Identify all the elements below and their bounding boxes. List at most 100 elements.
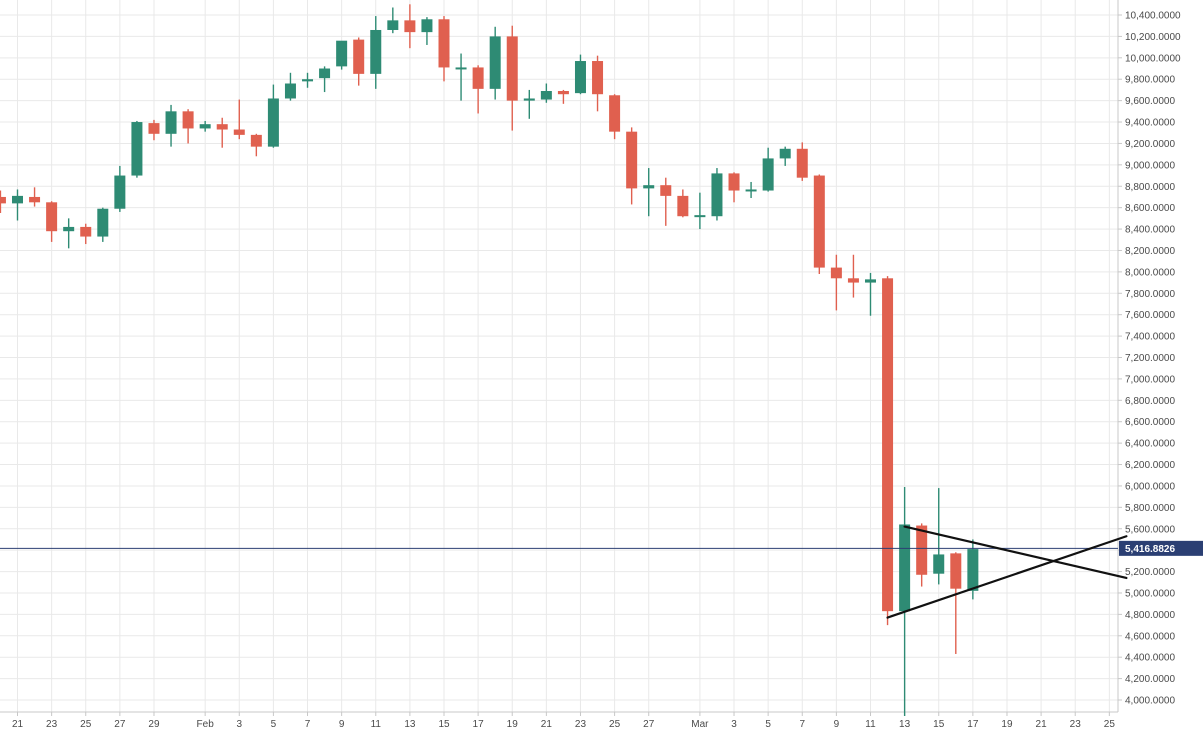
y-tick-label: 8,000.0000 bbox=[1125, 267, 1175, 278]
candle-body bbox=[779, 148, 791, 159]
x-tick-label: 3 bbox=[731, 719, 737, 730]
x-tick-label: 5 bbox=[765, 719, 771, 730]
x-tick-label: 23 bbox=[1070, 719, 1082, 730]
y-tick-label: 8,200.0000 bbox=[1125, 246, 1175, 257]
candle-body bbox=[950, 553, 962, 589]
candle bbox=[29, 187, 41, 207]
x-tick-label: 19 bbox=[507, 719, 519, 730]
candle bbox=[745, 181, 757, 199]
candle bbox=[0, 190, 6, 214]
chart-grid bbox=[0, 0, 1118, 712]
x-axis: 21 23 25 27 29 Feb 3 5 7 9 11 13 15 17 19 21 23 25 27 Mar 3 5… bbox=[0, 711, 1118, 730]
candle-body bbox=[557, 90, 569, 95]
candle-body bbox=[830, 267, 842, 279]
candle-body bbox=[933, 554, 945, 574]
x-tick-label: 11 bbox=[371, 719, 382, 730]
candle bbox=[813, 174, 825, 275]
candle bbox=[711, 168, 723, 221]
candle bbox=[97, 207, 109, 242]
y-tick-label: 4,800.0000 bbox=[1125, 610, 1175, 621]
candle bbox=[643, 168, 655, 217]
candle-body bbox=[216, 124, 228, 130]
x-tick-label: Feb bbox=[197, 719, 215, 730]
candle bbox=[182, 109, 194, 144]
candle bbox=[284, 72, 296, 101]
candle-body bbox=[523, 98, 535, 101]
candle bbox=[916, 523, 928, 587]
candle-body bbox=[250, 134, 262, 147]
candle bbox=[847, 254, 859, 298]
candle bbox=[438, 16, 450, 82]
candle bbox=[489, 26, 501, 100]
y-tick-label: 8,400.0000 bbox=[1125, 225, 1175, 236]
candle bbox=[421, 17, 433, 45]
candle bbox=[694, 192, 706, 230]
candle bbox=[779, 146, 791, 166]
x-tick-label: 21 bbox=[12, 719, 24, 730]
x-tick-label: 7 bbox=[305, 719, 311, 730]
y-tick-label: 10,000.0000 bbox=[1125, 53, 1181, 64]
candle bbox=[165, 104, 177, 147]
candle-body bbox=[711, 173, 723, 217]
x-tick-label: 17 bbox=[473, 719, 485, 730]
x-tick-label: 9 bbox=[834, 719, 840, 730]
candle bbox=[353, 37, 365, 86]
candle bbox=[523, 89, 535, 119]
trendline bbox=[903, 525, 1128, 580]
candle-body bbox=[813, 175, 825, 268]
candle-body bbox=[404, 20, 416, 33]
candle-body bbox=[319, 68, 331, 79]
candle-body bbox=[0, 196, 6, 204]
candle-body bbox=[114, 175, 126, 209]
candle bbox=[574, 54, 586, 95]
candle-body bbox=[302, 79, 314, 82]
candle-body bbox=[46, 202, 58, 232]
y-tick-label: 7,400.0000 bbox=[1125, 332, 1175, 343]
x-tick-label: 9 bbox=[339, 719, 345, 730]
y-tick-label: 5,800.0000 bbox=[1125, 503, 1175, 514]
candle bbox=[131, 120, 143, 178]
candle-body bbox=[489, 36, 501, 89]
x-tick-label: 13 bbox=[404, 719, 416, 730]
candle bbox=[950, 552, 962, 654]
candle bbox=[540, 83, 552, 103]
candle-body bbox=[182, 111, 194, 129]
y-tick-label: 4,000.0000 bbox=[1125, 696, 1175, 707]
y-tick-label: 5,600.0000 bbox=[1125, 524, 1175, 535]
candle-body bbox=[762, 158, 774, 191]
candle-body bbox=[29, 196, 41, 203]
x-tick-label: 23 bbox=[575, 719, 587, 730]
candle bbox=[199, 120, 211, 132]
candle-body bbox=[472, 67, 484, 89]
candle bbox=[216, 117, 228, 148]
candle-body bbox=[506, 36, 518, 101]
candle-body bbox=[865, 279, 876, 283]
candle bbox=[592, 55, 604, 112]
y-tick-label: 9,400.0000 bbox=[1125, 118, 1175, 129]
candle-body bbox=[165, 111, 177, 134]
candle-body bbox=[728, 173, 740, 191]
candle-body bbox=[63, 226, 75, 232]
candle bbox=[12, 189, 23, 221]
candle-body bbox=[847, 278, 859, 283]
candle bbox=[250, 133, 262, 157]
candle-body bbox=[626, 131, 638, 189]
candle bbox=[455, 53, 467, 101]
y-tick-label: 8,600.0000 bbox=[1125, 203, 1175, 214]
y-tick-label: 10,200.0000 bbox=[1125, 32, 1181, 43]
candle-body bbox=[148, 123, 160, 134]
candle bbox=[302, 72, 314, 88]
candles-layer bbox=[0, 4, 979, 717]
x-tick-label: 13 bbox=[899, 719, 911, 730]
y-tick-label: 9,000.0000 bbox=[1125, 160, 1175, 171]
candle bbox=[80, 223, 92, 245]
candle-body bbox=[609, 95, 621, 132]
candle bbox=[387, 7, 399, 34]
candle-body bbox=[916, 525, 928, 575]
x-tick-label: 27 bbox=[114, 719, 126, 730]
candle-body bbox=[455, 67, 467, 70]
candle bbox=[506, 25, 518, 131]
x-tick-label: 15 bbox=[438, 719, 450, 730]
candle-body bbox=[574, 61, 586, 94]
